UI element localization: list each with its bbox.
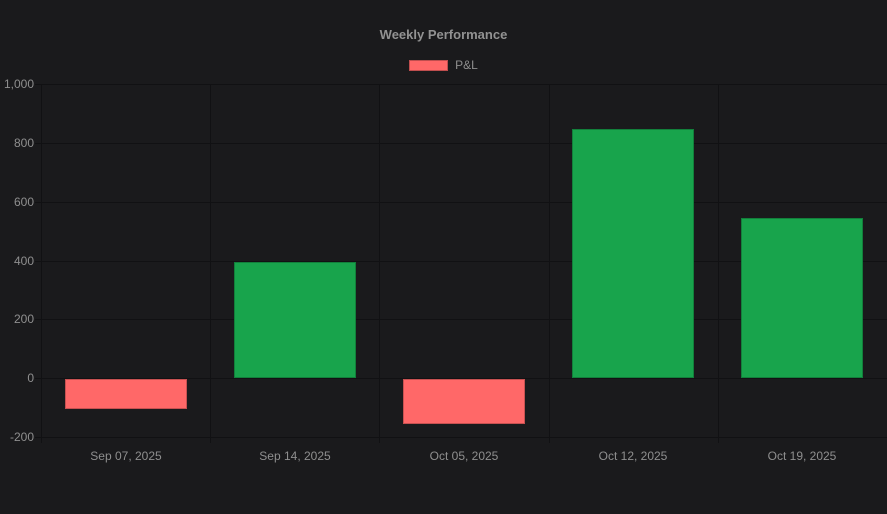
legend-label: P&L (455, 58, 478, 72)
y-tick-label: 1,000 (3, 77, 34, 91)
bar[interactable] (403, 379, 525, 424)
x-tick-label: Oct 05, 2025 (429, 449, 499, 463)
y-gridline (41, 143, 887, 144)
x-tick-label: Oct 12, 2025 (598, 449, 668, 463)
y-tick-label: 600 (13, 195, 34, 209)
chart-legend: P&L (0, 58, 887, 72)
bar[interactable] (572, 129, 694, 378)
y-gridline (41, 437, 887, 438)
x-tick-label: Oct 19, 2025 (767, 449, 837, 463)
legend-swatch (409, 59, 449, 71)
x-gridline (549, 84, 550, 437)
x-gridline (379, 84, 380, 437)
y-tick (35, 84, 41, 85)
bar[interactable] (234, 262, 356, 378)
y-tick (35, 261, 41, 262)
bar[interactable] (741, 218, 863, 378)
y-tick-label: 400 (13, 254, 34, 268)
y-tick-label: 800 (13, 136, 34, 150)
x-gridline (210, 84, 211, 437)
y-tick-label: 200 (13, 312, 34, 326)
x-tick (210, 437, 211, 443)
y-tick (35, 378, 41, 379)
x-gridline (718, 84, 719, 437)
chart-title: Weekly Performance (379, 27, 508, 42)
x-tick-label: Sep 07, 2025 (90, 449, 162, 463)
y-gridline (41, 202, 887, 203)
legend-item-pnl[interactable]: P&L (409, 58, 478, 72)
x-tick (549, 437, 550, 443)
y-gridline (41, 261, 887, 262)
y-tick-label: 0 (27, 371, 34, 385)
x-tick-label: Sep 14, 2025 (259, 449, 331, 463)
x-gridline (41, 84, 42, 437)
y-tick (35, 143, 41, 144)
y-gridline (41, 84, 887, 85)
y-tick (35, 319, 41, 320)
x-tick (718, 437, 719, 443)
y-tick (35, 437, 41, 438)
y-tick (35, 202, 41, 203)
bar[interactable] (65, 379, 187, 409)
x-tick (41, 437, 42, 443)
y-gridline (41, 319, 887, 320)
y-tick-label: -200 (9, 430, 34, 444)
x-tick (379, 437, 380, 443)
y-gridline (41, 378, 887, 379)
